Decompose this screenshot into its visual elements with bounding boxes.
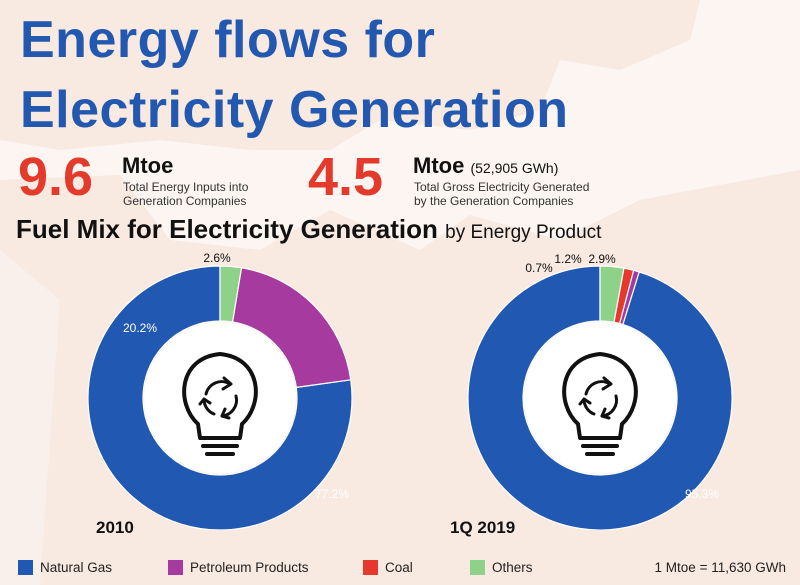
donut-center <box>144 322 296 474</box>
legend-item-coal: Coal <box>363 560 413 575</box>
chart-year-1q2019: 1Q 2019 <box>450 518 516 537</box>
stat-electricity-generated-desc: Total Gross Electricity Generated by the… <box>414 180 624 208</box>
legend-swatch-natural-gas <box>18 560 33 575</box>
legend-label-others: Others <box>492 560 533 575</box>
stat-electricity-generated-value: 4.5 <box>308 147 384 207</box>
legend-item-petroleum: Petroleum Products <box>168 560 309 575</box>
legend-label-natural-gas: Natural Gas <box>40 560 113 575</box>
stat-electricity-generated-unit-wrap: Mtoe (52,905 GWh) <box>413 153 558 179</box>
label-others: 2.9% <box>588 252 616 266</box>
stat-energy-inputs-unit: Mtoe <box>122 153 174 178</box>
slice-others <box>219 265 243 323</box>
label-natural-gas: 77.2% <box>315 487 349 501</box>
legend-label-petroleum: Petroleum Products <box>190 560 309 575</box>
label-coal: 1.2% <box>554 252 582 266</box>
legend-swatch-coal <box>363 560 378 575</box>
title-line-2: Electricity Generation <box>20 81 569 139</box>
stat-electricity-generated-unit: Mtoe <box>413 153 465 178</box>
slice-natural-gas <box>467 265 733 530</box>
label-others: 2.6% <box>203 251 231 265</box>
unit-conversion-note: 1 Mtoe = 11,630 GWh <box>654 560 786 575</box>
slice-petroleum <box>231 267 352 389</box>
section-title-main: Fuel Mix for Electricity Generation <box>16 214 438 244</box>
section-title: Fuel Mix for Electricity Generation by E… <box>16 214 601 245</box>
legend: Natural Gas Petroleum Products Coal Othe… <box>0 558 800 580</box>
donut-center <box>524 322 676 474</box>
label-petroleum: 20.2% <box>123 321 157 335</box>
lightbulb-recycle-icon <box>182 352 258 456</box>
stat-energy-inputs-desc-line1: Total Energy Inputs into <box>123 180 249 194</box>
donut-chart-1q2019: 95.3% 0.7%1.2% 2.9% <box>467 252 733 530</box>
stat-electricity-generated-gwh: (52,905 GWh) <box>470 160 559 176</box>
section-title-suffix: by Energy Product <box>445 222 602 243</box>
stat-energy-inputs-desc-line2: Generation Companies <box>123 194 247 208</box>
chart-year-2010: 2010 <box>96 518 134 537</box>
legend-swatch-petroleum <box>168 560 183 575</box>
stat-electricity-generated-desc-line2: by the Generation Companies <box>414 194 574 208</box>
stat-electricity-generated-desc-line1: Total Gross Electricity Generated <box>414 180 590 194</box>
label-natural-gas: 95.3% <box>685 487 719 501</box>
legend-item-others: Others <box>470 560 533 575</box>
slice-natural-gas <box>87 265 353 530</box>
stat-energy-inputs-value: 9.6 <box>18 147 94 207</box>
legend-item-natural-gas: Natural Gas <box>18 560 112 575</box>
slice-others <box>599 265 625 323</box>
label-petroleum: 0.7% <box>525 261 553 275</box>
lightbulb-recycle-icon <box>562 352 638 456</box>
legend-label-coal: Coal <box>385 560 413 575</box>
stat-energy-inputs-desc: Total Energy Inputs into Generation Comp… <box>123 180 333 208</box>
legend-swatch-others <box>470 560 485 575</box>
title-line-1: Energy flows for <box>20 11 436 69</box>
donut-chart-2010: 77.2% 20.2% 2.6% <box>87 251 353 530</box>
